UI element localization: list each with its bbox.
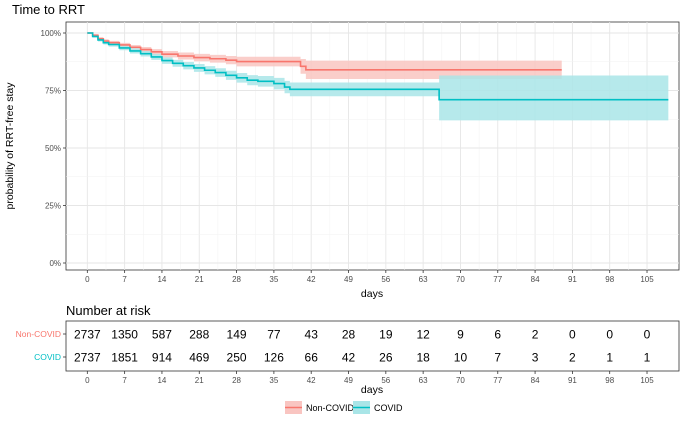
- risk-x-tick-label: 42: [307, 376, 316, 385]
- legend-item-covid: COVID: [353, 401, 403, 414]
- legend: Non-COVID COVID: [285, 401, 403, 414]
- risk-x-tick-label: 70: [456, 376, 465, 385]
- risk-cell-non-covid: 0: [644, 328, 651, 342]
- risk-cell-non-covid: 1350: [111, 328, 138, 342]
- risk-cell-non-covid: 2: [532, 328, 539, 342]
- km-curve-covid: [87, 32, 669, 101]
- risk-cell-covid: 26: [379, 351, 393, 365]
- km-y-tick-label: 100%: [41, 29, 61, 38]
- legend-label-covid: COVID: [374, 403, 403, 413]
- km-x-tick-label: 35: [269, 275, 278, 284]
- risk-cell-non-covid: 43: [305, 328, 319, 342]
- km-y-axis-ticks: 0% 25% 50% 75% 100%: [41, 29, 66, 268]
- km-x-tick-label: 42: [307, 275, 316, 284]
- risk-cell-non-covid: 149: [227, 328, 247, 342]
- km-x-axis-ticks: 0 7 14 21 28 35 42 49 56 63 70 77 84 91 98 105: [85, 270, 654, 284]
- km-x-tick-label: 84: [531, 275, 540, 284]
- risk-cell-non-covid: 19: [379, 328, 393, 342]
- ci-band-covid: [87, 33, 669, 121]
- risk-cell-covid: 914: [152, 351, 172, 365]
- risk-table-row-labels: Non-COVID COVID: [16, 329, 66, 362]
- km-x-tick-label: 56: [381, 275, 390, 284]
- km-y-tick-label: 75%: [45, 87, 61, 96]
- km-x-tick-label: 70: [456, 275, 465, 284]
- risk-cell-covid: 7: [494, 351, 501, 365]
- risk-cell-non-covid: 77: [267, 328, 281, 342]
- risk-cell-covid: 66: [305, 351, 319, 365]
- ci-band-non-covid: [87, 33, 562, 79]
- risk-row-label-non-covid: Non-COVID: [16, 329, 61, 339]
- risk-cell-non-covid: 6: [494, 328, 501, 342]
- risk-cell-covid: 469: [189, 351, 209, 365]
- legend-label-non-covid: Non-COVID: [306, 403, 355, 413]
- risk-cell-non-covid: 0: [606, 328, 613, 342]
- km-x-tick-label: 105: [640, 275, 654, 284]
- risk-cell-non-covid: 288: [189, 328, 209, 342]
- km-x-tick-label: 0: [85, 275, 90, 284]
- risk-x-tick-label: 77: [493, 376, 502, 385]
- risk-x-tick-label: 49: [344, 376, 353, 385]
- risk-cell-covid: 2: [569, 351, 576, 365]
- risk-cell-covid: 18: [416, 351, 430, 365]
- risk-x-axis-label: days: [361, 384, 383, 396]
- km-x-tick-label: 28: [232, 275, 241, 284]
- risk-x-tick-label: 98: [605, 376, 614, 385]
- km-x-tick-label: 49: [344, 275, 353, 284]
- legend-item-non-covid: Non-COVID: [285, 401, 355, 414]
- risk-x-tick-label: 14: [157, 376, 166, 385]
- km-x-tick-label: 77: [493, 275, 502, 284]
- km-confidence-bands: [87, 33, 669, 121]
- risk-cell-covid: 1: [606, 351, 613, 365]
- risk-cell-non-covid: 12: [416, 328, 430, 342]
- km-x-tick-label: 14: [157, 275, 166, 284]
- km-y-tick-label: 50%: [45, 144, 61, 153]
- risk-cell-non-covid: 28: [342, 328, 356, 342]
- risk-row-label-covid: COVID: [34, 352, 61, 362]
- risk-cell-covid: 250: [227, 351, 247, 365]
- risk-cell-covid: 3: [532, 351, 539, 365]
- risk-cell-non-covid: 9: [457, 328, 464, 342]
- km-y-tick-label: 0%: [49, 259, 61, 268]
- risk-cell-covid: 1: [644, 351, 651, 365]
- risk-x-tick-label: 21: [195, 376, 204, 385]
- km-y-tick-label: 25%: [45, 202, 61, 211]
- risk-table-title: Number at risk: [66, 303, 151, 318]
- km-x-tick-label: 91: [568, 275, 577, 284]
- risk-x-tick-label: 28: [232, 376, 241, 385]
- risk-cell-covid: 2737: [74, 351, 101, 365]
- risk-x-axis-ticks: 0 7 14 21 28 35 42 49 56 63 70 77 84 91 98 105: [85, 371, 654, 385]
- risk-cell-non-covid: 587: [152, 328, 172, 342]
- risk-cell-non-covid: 2737: [74, 328, 101, 342]
- risk-x-tick-label: 35: [269, 376, 278, 385]
- risk-x-tick-label: 63: [419, 376, 428, 385]
- risk-x-tick-label: 7: [122, 376, 127, 385]
- risk-cell-covid: 1851: [111, 351, 138, 365]
- risk-cell-covid: 126: [264, 351, 284, 365]
- risk-cell-non-covid: 0: [569, 328, 576, 342]
- risk-x-tick-label: 91: [568, 376, 577, 385]
- risk-table-panel: [65, 320, 680, 372]
- km-survival-curves: [87, 32, 669, 101]
- km-x-tick-label: 7: [122, 275, 127, 284]
- risk-cell-covid: 10: [454, 351, 468, 365]
- risk-x-tick-label: 105: [640, 376, 654, 385]
- km-x-tick-label: 63: [419, 275, 428, 284]
- risk-cell-covid: 42: [342, 351, 356, 365]
- km-x-axis-label: days: [361, 288, 383, 300]
- km-x-tick-label: 98: [605, 275, 614, 284]
- risk-x-tick-label: 0: [85, 376, 90, 385]
- risk-x-tick-label: 84: [531, 376, 540, 385]
- km-y-axis-label: probability of RRT-free stay: [4, 82, 16, 210]
- km-title: Time to RRT: [12, 2, 85, 17]
- km-x-tick-label: 21: [195, 275, 204, 284]
- risk-x-tick-label: 56: [381, 376, 390, 385]
